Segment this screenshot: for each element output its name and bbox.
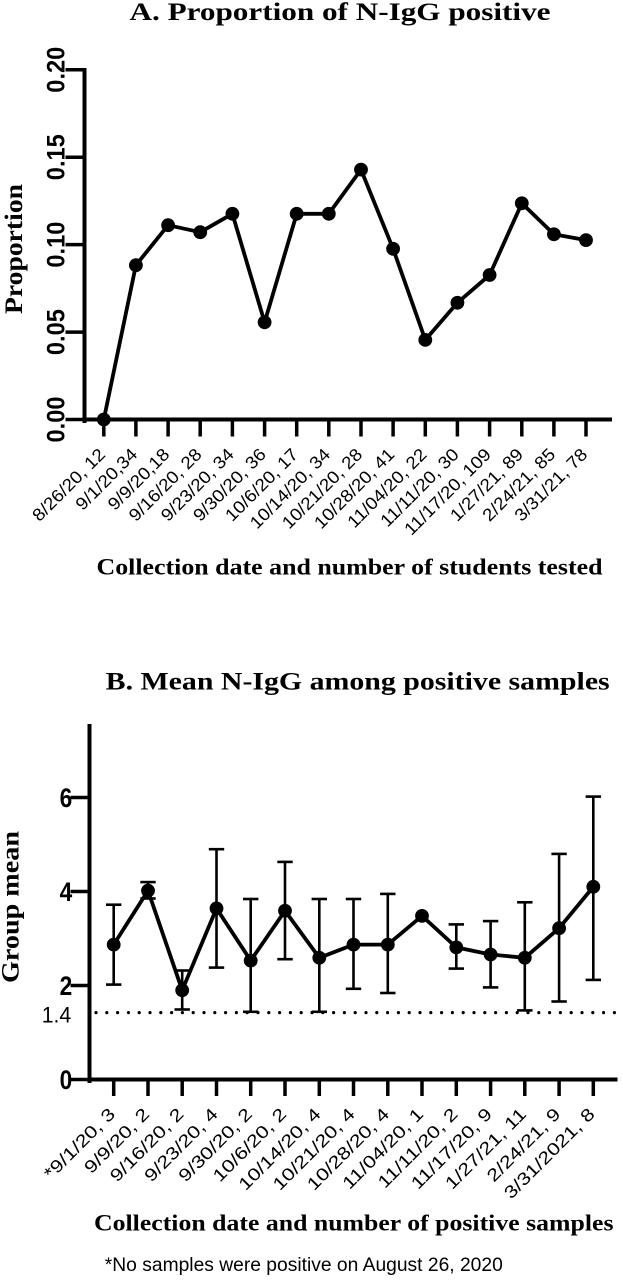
svg-text:0.20: 0.20 xyxy=(43,47,71,93)
svg-text:Collection date and number of: Collection date and number of students t… xyxy=(97,555,603,581)
svg-text:Collection date and number of: Collection date and number of positive s… xyxy=(94,1211,614,1237)
svg-text:0: 0 xyxy=(60,1065,73,1095)
svg-text:Group mean: Group mean xyxy=(0,831,25,983)
svg-text:*No samples were positive on A: *No samples were positive on August 26, … xyxy=(105,1254,503,1276)
svg-text:4: 4 xyxy=(60,877,73,907)
svg-text:Proportion: Proportion xyxy=(1,184,28,314)
svg-text:0.10: 0.10 xyxy=(43,222,71,268)
svg-text:0.15: 0.15 xyxy=(43,134,71,180)
svg-text:0.05: 0.05 xyxy=(43,309,71,355)
svg-text:A. Proportion of N-IgG positiv: A. Proportion of N-IgG positive xyxy=(130,0,551,26)
svg-text:6: 6 xyxy=(60,783,73,813)
svg-text:0.00: 0.00 xyxy=(43,397,71,443)
svg-text:B. Mean N-IgG among positive s: B. Mean N-IgG among positive samples xyxy=(106,669,610,696)
svg-text:2: 2 xyxy=(60,971,73,1001)
svg-text:1.4: 1.4 xyxy=(42,1003,72,1028)
